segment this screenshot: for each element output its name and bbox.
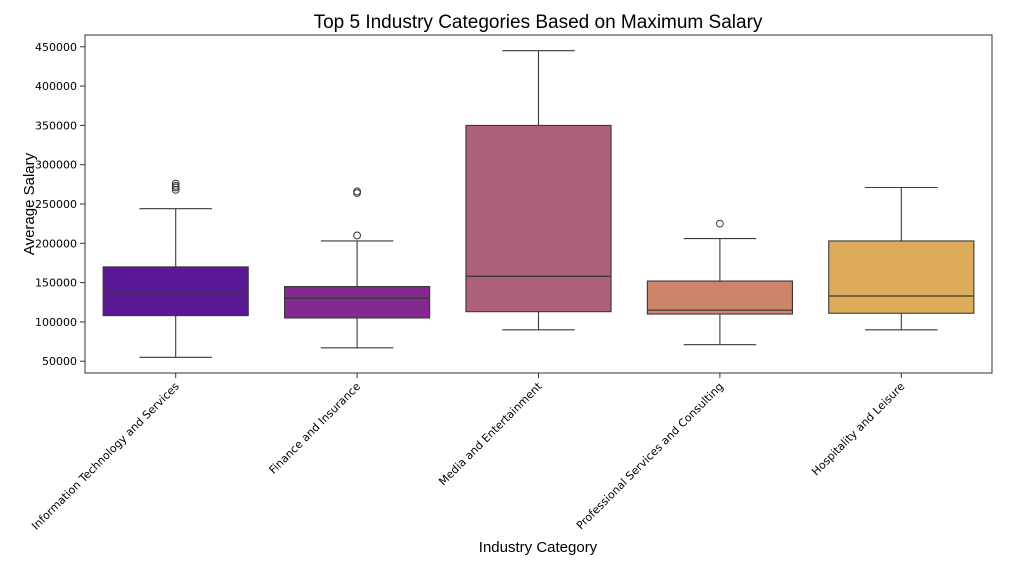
- outlier-point: [171, 179, 180, 188]
- box-body: [102, 266, 249, 317]
- outlier-point: [171, 185, 180, 194]
- y-axis: 50000 100000 150000 200000 250000 300000 35000…: [35, 41, 85, 368]
- y-tick-label: 50000: [42, 355, 77, 368]
- outlier-point: [716, 219, 724, 228]
- x-axis: Information Technology and Services Finan…: [29, 373, 908, 533]
- y-tick-label: 150000: [35, 277, 77, 290]
- box-body: [828, 240, 975, 314]
- box-body: [283, 285, 431, 319]
- outlier-point: [353, 231, 362, 240]
- outlier-point: [353, 189, 362, 197]
- box-5: [828, 186, 975, 331]
- box-body: [465, 124, 612, 313]
- x-tick-label: Information Technology and Services: [29, 380, 182, 533]
- y-tick-label: 250000: [35, 198, 77, 211]
- y-tick-label: 400000: [35, 80, 77, 93]
- box-2: [283, 187, 431, 349]
- y-tick-label: 200000: [35, 237, 77, 250]
- box-4: [646, 219, 794, 346]
- box-3: [465, 50, 612, 331]
- outlier-point: [353, 187, 362, 196]
- boxes: [102, 50, 975, 358]
- outlier-point: [171, 182, 180, 190]
- x-tick-label: Finance and Insurance: [267, 380, 364, 477]
- chart-title: Top 5 Industry Categories Based on Maxim…: [314, 12, 763, 33]
- box-1: [102, 179, 249, 358]
- box-body: [646, 280, 794, 315]
- y-tick-label: 300000: [35, 159, 77, 172]
- x-tick-label: Hospitality and Leisure: [809, 380, 907, 478]
- y-axis-label: Average Salary: [21, 152, 38, 255]
- x-axis-label: Industry Category: [479, 539, 598, 556]
- x-tick-label: Media and Entertainment: [436, 379, 545, 488]
- y-tick-label: 350000: [35, 119, 77, 132]
- x-tick-label: Professional Services and Consulting: [574, 380, 726, 532]
- y-tick-label: 100000: [35, 316, 77, 329]
- y-tick-label: 450000: [35, 41, 77, 54]
